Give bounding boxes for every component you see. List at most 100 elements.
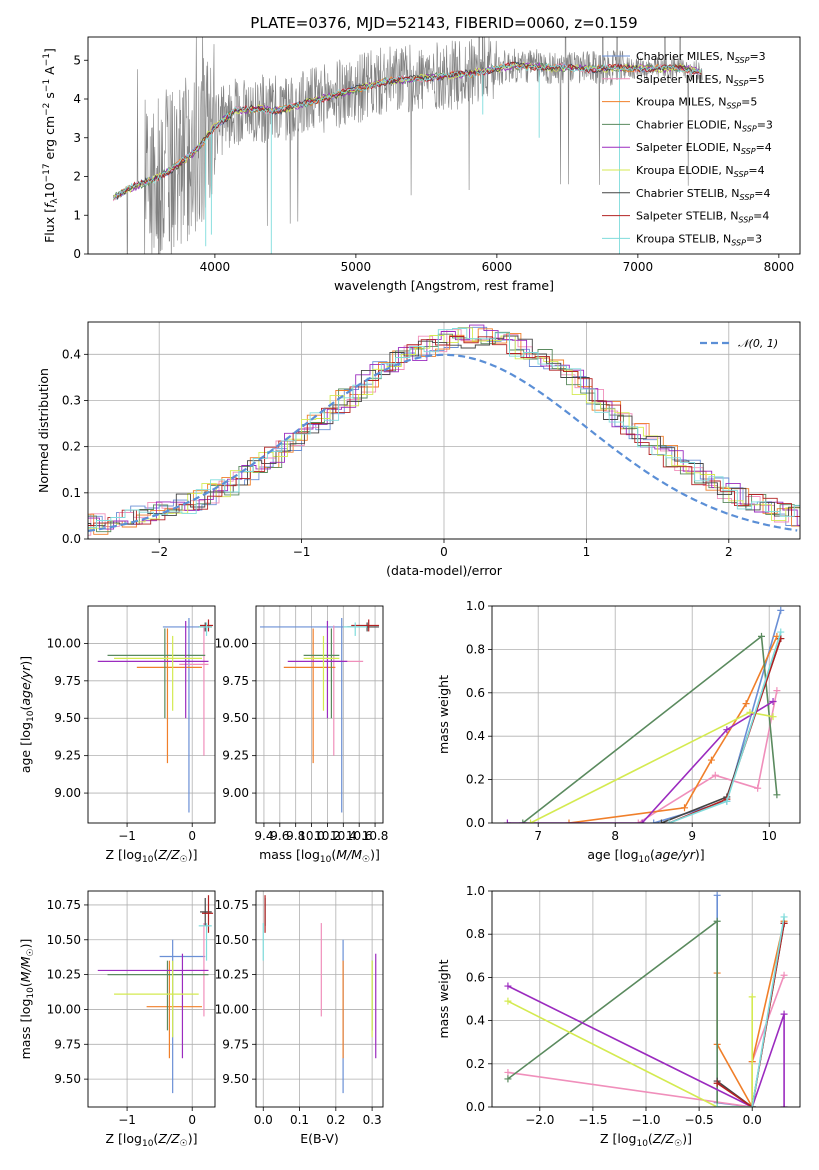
legend-entry: Salpeter MILES, NSSP=5 [636,73,765,88]
spectrum-panel-xtick-label: 5000 [341,260,372,274]
age-vs-Z-panel-ylabel: age [log10(age/yr)] [18,656,36,773]
weight-vs-Z-panel-ylabel: mass weight [436,959,451,1038]
residuals-panel-xtick-label: 1 [583,545,591,559]
error-bar-point [303,635,340,711]
residuals-panel-ytick-label: 0.2 [62,440,81,454]
residual-histogram [88,328,800,528]
error-bar-point [146,960,202,1059]
weight-vs-Z-panel: −2.0 −1.5 −1.0 −0.5 0.0 0.0 0.2 0.4 0.6 0.8 1.0 Z [… [436,884,801,1149]
residuals-panel-ylabel: Normed distribution [36,368,51,493]
weight-vs-Z-panel-xtick-label: −0.5 [685,1113,714,1127]
mass-weight-marker [780,971,788,979]
mass-weight-line [637,690,778,823]
weight-vs-age-panel-ytick-label: 1.0 [466,599,485,613]
age-vs-mass-panel-xlabel: mass [log10(M/M☉)] [259,847,380,865]
mass-weight-marker [504,1075,512,1083]
spectrum-panel-ytick-label: 1 [73,208,81,222]
age-vs-mass-panel-frame [255,605,384,824]
mass-vs-EBV-panel-xtick-label: 0.0 [254,1113,273,1127]
mass-weight-marker [707,756,715,764]
age-vs-Z-panel-grid [88,606,215,823]
weight-vs-Z-panel-xlabel: Z [log10(Z/Z☉)] [600,1131,692,1149]
mass-weight-marker [504,1068,512,1076]
age-vs-Z-panel-ytick-label: 9.50 [54,711,81,725]
spectrum-panel-marks [113,37,703,254]
mass-weight-marker [758,632,765,640]
mass-weight-marker [754,784,762,792]
age-vs-mass-panel-ytick-label: 9.50 [222,711,249,725]
mass-vs-Z-panel-marks [97,895,214,1094]
mass-weight-line [716,921,785,1107]
spectrum-panel-ytick-label: 3 [73,131,81,145]
mass-vs-EBV-panel-xlabel: E(B-V) [300,1131,339,1146]
weight-vs-age-panel-ytick-label: 0.4 [466,729,485,743]
spectrum-panel: 4000 5000 6000 7000 8000 0 1 2 3 4 5 wavelength [An… [42,36,801,293]
mass-weight-marker [527,819,534,823]
mass-weight-marker [769,713,777,721]
legend-entry: Salpeter ELODIE, NSSP=4 [636,141,772,156]
weight-vs-Z-panel-marks [504,891,788,1107]
weight-vs-age-panel-ytick-label: 0.2 [466,773,485,787]
spectrum-panel-xtick-label: 8000 [764,260,795,274]
residuals-panel-xtick-label: 2 [725,545,733,559]
error-bar-point [185,923,209,1017]
mass-weight-marker [504,982,512,990]
error-bar-point [162,617,206,813]
legend-entry: Kroupa ELODIE, NSSP=4 [636,164,765,179]
age-vs-Z-panel-xlabel: Z [log10(Z/Z☉)] [106,847,198,865]
error-bar-point [201,895,214,933]
mass-weight-marker [773,687,781,695]
spectrum-panel-xtick-label: 6000 [482,260,513,274]
error-bar-point [311,625,364,756]
mass-vs-Z-panel-ylabel: mass [log10(M/M☉)] [18,939,36,1060]
age-vs-mass-panel-xtick-label: 10.8 [362,829,389,843]
mass-vs-EBV-panel-ytick-label: 10.25 [215,968,249,982]
residuals-panel-ytick-label: 0.0 [62,532,81,546]
mass-weight-marker [780,1103,788,1107]
mass-vs-EBV-panel-ytick-label: 9.75 [222,1037,249,1051]
legend-entry: Kroupa MILES, NSSP=5 [636,96,757,111]
age-vs-mass-panel-xtick-label: 9.6 [270,829,289,843]
mass-vs-EBV-panel-ytick-label: 10.50 [215,933,249,947]
residuals-panel-xlabel: (data-model)/error [386,563,503,578]
mass-weight-marker [713,1079,721,1087]
mass-weight-marker [519,819,527,823]
figure-title: PLATE=0376, MJD=52143, FIBERID=0060, z=0… [250,14,637,32]
age-vs-mass-panel-marks [259,617,380,813]
weight-vs-Z-panel-xtick-label: −2.0 [525,1113,554,1127]
mass-weight-line [507,985,785,1107]
weight-vs-age-panel-xtick-label: 7 [534,829,542,843]
age-vs-mass-panel-ytick-label: 9.25 [222,749,249,763]
weight-vs-age-panel-marks [503,606,785,823]
weight-vs-age-panel: 7 8 9 10 0.0 0.2 0.4 0.6 0.8 1.0 age [log10(age/yr… [436,599,801,865]
mass-vs-Z-panel-ytick-label: 9.75 [54,1037,81,1051]
age-vs-mass-panel-xtick-label: 9.8 [286,829,305,843]
mass-weight-marker [634,819,642,823]
weight-vs-Z-panel-xtick-label: −1.5 [578,1113,607,1127]
age-vs-Z-panel-frame [87,605,216,824]
residual-histogram [88,324,800,530]
age-vs-mass-panel-xtick-label: 10.0 [298,829,325,843]
residuals-panel-marks [88,324,800,536]
error-bar-point [107,628,206,719]
weight-vs-Z-panel-ytick-label: 0.4 [466,1014,485,1028]
age-vs-mass-panel-grid [256,606,383,823]
mass-vs-Z-panel-xtick-label: 0 [188,1113,196,1127]
mass-weight-marker [780,1010,788,1018]
weight-vs-age-panel-ylabel: mass weight [436,675,451,754]
error-bar-point [343,622,368,636]
weight-vs-age-panel-ytick-label: 0.8 [466,642,485,656]
error-bar-point [283,628,336,764]
mass-weight-marker [777,606,785,614]
weight-vs-age-panel-xtick-label: 9 [688,829,696,843]
residual-histogram [88,335,800,527]
residual-histogram [88,336,800,526]
mass-vs-Z-panel-grid [88,891,215,1107]
spectrum-panel-xtick-label: 7000 [623,260,654,274]
error-bar-point [198,923,212,961]
mass-vs-Z-panel-ytick-label: 10.00 [47,1002,81,1016]
mass-vs-EBV-panel-frame [255,890,384,1108]
mass-weight-marker [723,797,731,805]
mass-vs-EBV-panel-ytick-label: 10.00 [215,1002,249,1016]
age-vs-mass-panel-ytick-label: 9.75 [222,674,249,688]
